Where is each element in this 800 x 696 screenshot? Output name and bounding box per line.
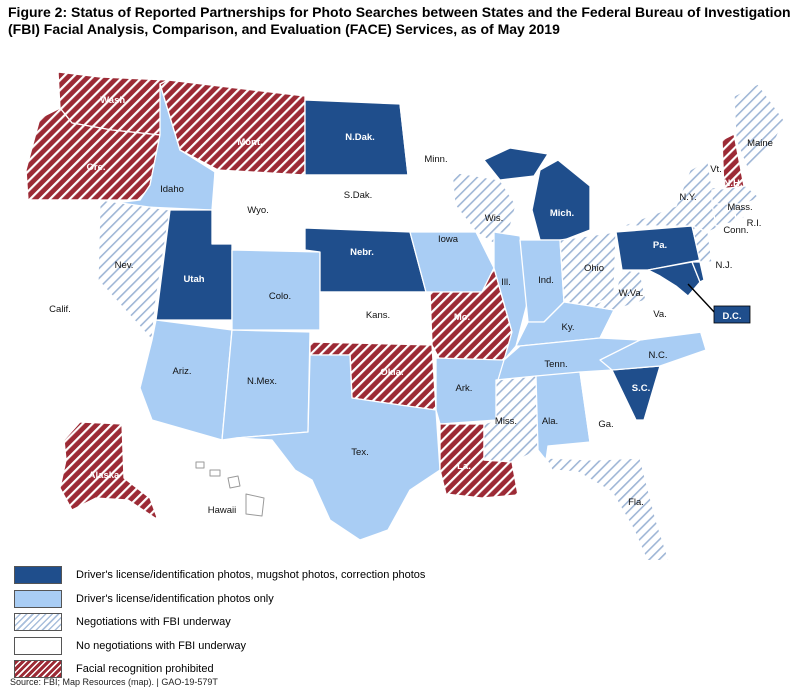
state-fla (545, 457, 670, 560)
state-maine (733, 83, 785, 171)
state-label-wyo: Wyo. (247, 205, 269, 216)
state-colo (231, 249, 321, 331)
state-label-ky: Ky. (561, 322, 574, 333)
state-label-alaska: Alaska (89, 470, 120, 481)
state-nev (97, 199, 171, 341)
state-label-okla: Okla. (380, 367, 403, 378)
state-label-ore: Ore. (86, 162, 105, 173)
state-label-mo: Mo. (454, 312, 470, 323)
state-label-nh: N.H. (724, 178, 743, 189)
legend-swatch-dark (14, 566, 62, 584)
legend-item: No negotiations with FBI underway (14, 635, 425, 657)
state-label-va: Va. (653, 309, 667, 320)
state-label-md: Md. (706, 291, 722, 302)
state-label-idaho: Idaho (160, 184, 184, 195)
state-label-tenn: Tenn. (544, 359, 567, 370)
state-label-sdak: S.Dak. (344, 190, 373, 201)
legend-label: Negotiations with FBI underway (76, 616, 231, 628)
state-label-nebr: Nebr. (350, 247, 374, 258)
state-ri (733, 203, 745, 221)
state-label-tex: Tex. (351, 447, 368, 458)
legend-label: Facial recognition prohibited (76, 663, 214, 675)
state-label-fla: Fla. (628, 497, 644, 508)
legend-item: Driver's license/identification photos, … (14, 564, 425, 586)
state-label-wis: Wis. (485, 213, 503, 224)
state-label-hawaii: Hawaii (208, 505, 237, 516)
legend-label: No negotiations with FBI underway (76, 639, 246, 652)
state-mass (711, 185, 761, 205)
state-label-ohio: Ohio (584, 263, 604, 274)
state-label-la: La. (457, 461, 471, 472)
figure-title: Figure 2: Status of Reported Partnership… (8, 4, 791, 37)
state-label-ga: Ga. (598, 419, 613, 430)
legend-label: Driver's license/identification photos, … (76, 569, 426, 581)
dc-callout-line (687, 283, 717, 315)
dc-callout-box (713, 305, 751, 324)
state-label-mass: Mass. (727, 202, 752, 213)
us-map: Wash. Ore. Calif. Idaho Nev. Mont. Wyo. Utah Col… (25, 71, 785, 560)
state-nebr (304, 227, 427, 293)
state-ark (435, 357, 505, 425)
state-label-sc: S.C. (632, 383, 650, 394)
state-label-nev: Nev. (115, 260, 134, 271)
state-label-ill: Ill. (501, 277, 511, 288)
state-label-nmex: N.Mex. (247, 376, 277, 387)
state-label-ark: Ark. (456, 383, 473, 394)
state-label-nc: N.C. (649, 350, 668, 361)
state-label-wva: W.Va. (619, 288, 644, 299)
state-tex (235, 354, 441, 541)
state-label-del: Del. (705, 277, 722, 288)
state-label-calif: Calif. (49, 304, 71, 315)
state-mich-up (483, 147, 549, 181)
legend: Driver's license/identification photos, … (14, 564, 425, 682)
state-label-pa: Pa. (653, 240, 667, 251)
state-va (599, 285, 703, 341)
state-ariz (139, 319, 233, 441)
state-del (691, 261, 705, 283)
state-label-ind: Ind. (538, 275, 554, 286)
state-ny (621, 157, 723, 233)
state-label-ri: R.I. (747, 218, 762, 229)
legend-swatch-prohibited (14, 660, 62, 678)
state-vt (705, 145, 723, 189)
state-label-kans: Kans. (366, 310, 390, 321)
state-labels: Wash. Ore. Calif. Idaho Nev. Mont. Wyo. Utah Col… (49, 95, 773, 516)
state-label-mich: Mich. (550, 208, 574, 219)
legend-item: Driver's license/identification photos o… (14, 588, 425, 610)
legend-item: Negotiations with FBI underway (14, 611, 425, 633)
state-label-conn: Conn. (723, 225, 748, 236)
state-wva (589, 269, 647, 311)
legend-swatch-negotiations (14, 613, 62, 631)
state-label-iowa: Iowa (438, 234, 459, 245)
state-label-ndak: N.Dak. (345, 132, 375, 143)
state-label-mont: Mont. (237, 137, 262, 148)
state-label-miss: Miss. (495, 416, 517, 427)
state-label-ny: N.Y. (679, 192, 696, 203)
legend-label: Driver's license/identification photos o… (76, 592, 274, 605)
state-label-ala: Ala. (542, 416, 558, 427)
state-label-ariz: Ariz. (173, 366, 192, 377)
state-alaska (59, 421, 159, 521)
state-label-utah: Utah (183, 274, 204, 285)
state-label-colo: Colo. (269, 291, 291, 302)
state-label-wash: Wash. (100, 95, 128, 106)
state-label-dc: D.C. (723, 311, 742, 322)
state-label-vt: Vt. (710, 164, 722, 175)
legend-swatch-none (14, 636, 62, 655)
legend-swatch-light (14, 589, 62, 608)
state-label-maine: Maine (747, 138, 773, 149)
state-hawaii (195, 461, 265, 517)
source-note: Source: FBI; Map Resources (map). | GAO-… (10, 677, 218, 687)
state-label-nj: N.J. (716, 260, 733, 271)
state-mont (159, 79, 306, 176)
state-mich (531, 159, 591, 241)
legend-item: Facial recognition prohibited (14, 658, 425, 680)
state-conn (711, 203, 737, 227)
state-label-minn: Minn. (424, 154, 447, 165)
